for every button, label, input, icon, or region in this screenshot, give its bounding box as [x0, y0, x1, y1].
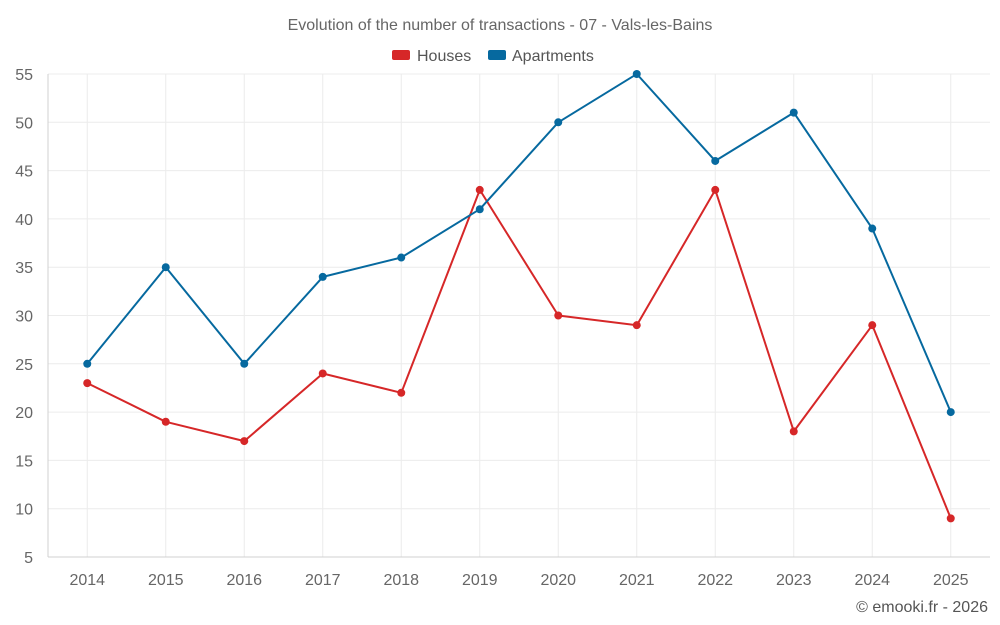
legend-swatch-houses [392, 50, 410, 60]
y-tick-label: 10 [15, 502, 33, 519]
data-point-houses[interactable] [161, 417, 170, 426]
y-tick-label: 15 [15, 453, 33, 470]
data-point-houses[interactable] [83, 379, 92, 388]
y-tick-label: 50 [15, 115, 33, 132]
x-tick-label: 2017 [305, 572, 341, 589]
y-tick-label: 40 [15, 212, 33, 229]
y-tick-label: 35 [15, 260, 33, 277]
data-point-apartments[interactable] [711, 156, 720, 165]
data-point-houses[interactable] [789, 427, 798, 436]
data-point-houses[interactable] [318, 369, 327, 378]
y-tick-label: 20 [15, 405, 33, 422]
y-tick-label: 45 [15, 164, 33, 181]
data-point-houses[interactable] [475, 185, 484, 194]
data-point-apartments[interactable] [397, 253, 406, 262]
y-tick-label: 25 [15, 357, 33, 374]
x-tick-label: 2018 [383, 572, 419, 589]
data-point-apartments[interactable] [789, 108, 798, 117]
x-tick-label: 2014 [69, 572, 105, 589]
data-point-apartments[interactable] [946, 408, 955, 417]
data-point-apartments[interactable] [83, 359, 92, 368]
data-point-houses[interactable] [632, 321, 641, 330]
data-point-apartments[interactable] [554, 118, 563, 127]
axes [47, 74, 990, 558]
legend-label-houses[interactable]: Houses [417, 48, 471, 65]
x-tick-label: 2016 [226, 572, 262, 589]
data-point-houses[interactable] [554, 311, 563, 320]
x-tick-label: 2019 [462, 572, 498, 589]
legend: Houses Apartments [392, 48, 594, 65]
y-tick-label: 30 [15, 309, 33, 326]
x-tick-label: 2021 [619, 572, 655, 589]
x-tick-label: 2015 [148, 572, 184, 589]
legend-swatch-apartments [488, 50, 506, 60]
series-houses [83, 185, 955, 523]
y-tick-label: 5 [24, 550, 33, 567]
series-apartments [83, 70, 955, 417]
data-point-apartments[interactable] [240, 359, 249, 368]
series-line-apartments [86, 73, 952, 414]
data-point-apartments[interactable] [632, 70, 641, 78]
x-tick-label: 2020 [540, 572, 576, 589]
data-point-houses[interactable] [711, 185, 720, 194]
data-point-apartments[interactable] [318, 272, 327, 281]
series [83, 70, 955, 523]
grid [48, 73, 990, 558]
data-point-apartments[interactable] [161, 263, 170, 272]
data-point-houses[interactable] [397, 388, 406, 397]
legend-label-apartments[interactable]: Apartments [512, 48, 594, 65]
data-point-houses[interactable] [240, 437, 249, 446]
data-point-apartments[interactable] [868, 224, 877, 233]
y-tick-label: 55 [15, 67, 33, 84]
x-tick-label: 2023 [776, 572, 812, 589]
copyright-text: © emooki.fr - 2026 [856, 599, 988, 616]
data-point-apartments[interactable] [475, 205, 484, 214]
data-point-houses[interactable] [868, 321, 877, 330]
data-point-houses[interactable] [946, 514, 955, 523]
x-tick-label: 2022 [697, 572, 733, 589]
x-tick-label: 2025 [933, 572, 969, 589]
series-line-houses [86, 188, 952, 520]
x-tick-label: 2024 [854, 572, 890, 589]
chart-title: Evolution of the number of transactions … [288, 17, 713, 34]
